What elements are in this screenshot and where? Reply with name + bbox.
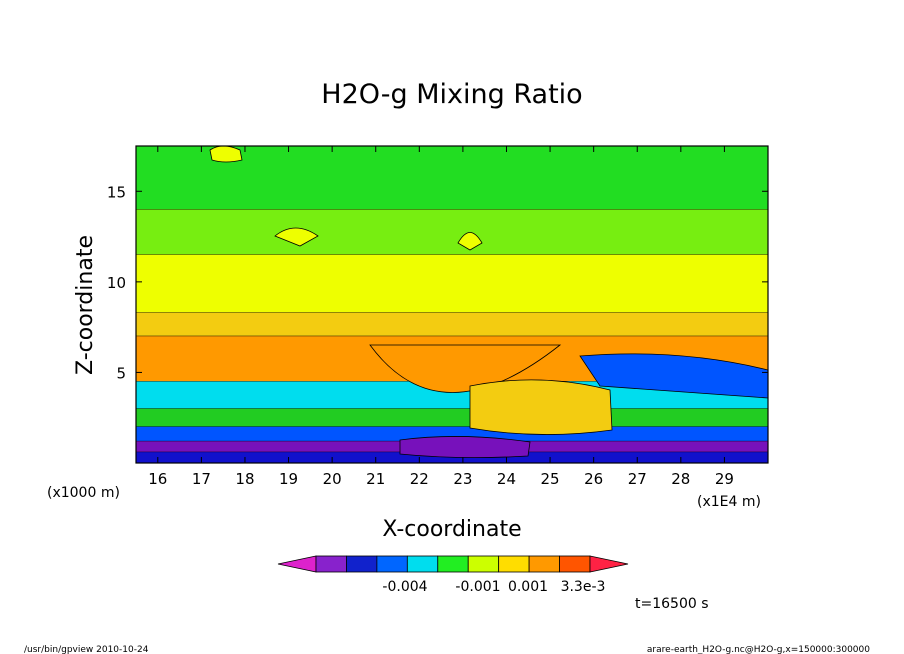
x-unit-right: (x1E4 m) <box>697 494 761 510</box>
colorbar: -0.004 -0.001 0.001 3.3e-3 <box>277 555 629 595</box>
contour-bump-23 <box>457 232 483 251</box>
contour-orange-dip <box>369 344 562 393</box>
x-tick-label: 21 <box>366 470 385 488</box>
colorbar-segment <box>376 555 408 573</box>
y-tick-label: 10 <box>107 274 126 292</box>
contour-band <box>136 312 768 337</box>
x-unit-left: (x1000 m) <box>47 485 120 501</box>
contour-yellow-patch <box>469 379 613 435</box>
contour-band <box>136 408 768 427</box>
x-tick-label: 28 <box>671 470 690 488</box>
chart-title: H2O-g Mixing Ratio <box>321 79 582 110</box>
x-tick-label: 29 <box>715 470 734 488</box>
colorbar-segment <box>498 555 530 573</box>
colorbar-label: 3.3e-3 <box>561 579 606 595</box>
x-tick-label: 25 <box>541 470 560 488</box>
colorbar-segment <box>528 555 560 573</box>
x-tick-label: 27 <box>628 470 647 488</box>
x-tick-label: 17 <box>192 470 211 488</box>
colorbar-label: -0.004 <box>382 579 427 595</box>
y-axis: 5 10 15 <box>107 183 768 382</box>
contour-band <box>136 209 768 255</box>
colorbar-label: 0.001 <box>508 579 548 595</box>
x-tick-label: 24 <box>497 470 516 488</box>
x-tick-label: 23 <box>453 470 472 488</box>
time-label: t=16500 s <box>635 596 709 612</box>
colorbar-label: -0.001 <box>455 579 500 595</box>
colorbar-min-arrow <box>277 555 317 573</box>
contour-purple-patch <box>399 436 531 458</box>
footer-right: arare-earth_H2O-g.nc@H2O-g,x=150000:3000… <box>647 645 870 654</box>
colorbar-segment <box>467 555 500 573</box>
contour-blue-patch <box>579 353 768 399</box>
x-tick-label: 20 <box>323 470 342 488</box>
x-axis-label: X-coordinate <box>382 517 521 542</box>
x-tick-label: 18 <box>235 470 254 488</box>
colorbar-segment <box>346 555 378 573</box>
colorbar-segment <box>437 555 469 573</box>
colorbar-max-arrow <box>589 555 629 573</box>
x-tick-label: 22 <box>410 470 429 488</box>
footer-left: /usr/bin/gpview 2010-10-24 <box>24 645 149 654</box>
plot-decor <box>209 146 768 458</box>
y-axis-label: Z-coordinate <box>73 235 98 375</box>
contour-bump-19 <box>274 227 319 247</box>
contour-band <box>136 254 768 313</box>
plot-frame <box>135 145 769 464</box>
plot-area <box>136 146 768 463</box>
y-tick-label: 5 <box>116 364 126 382</box>
colorbar-segment <box>315 555 347 573</box>
x-axis: 16 17 18 19 20 21 22 23 24 25 26 27 28 29 <box>148 146 734 488</box>
x-tick-label: 26 <box>584 470 603 488</box>
y-tick-label: 15 <box>107 183 126 201</box>
colorbar-segment <box>559 555 591 573</box>
x-tick-label: 16 <box>148 470 167 488</box>
colorbar-segment <box>406 555 439 573</box>
x-tick-label: 19 <box>279 470 298 488</box>
